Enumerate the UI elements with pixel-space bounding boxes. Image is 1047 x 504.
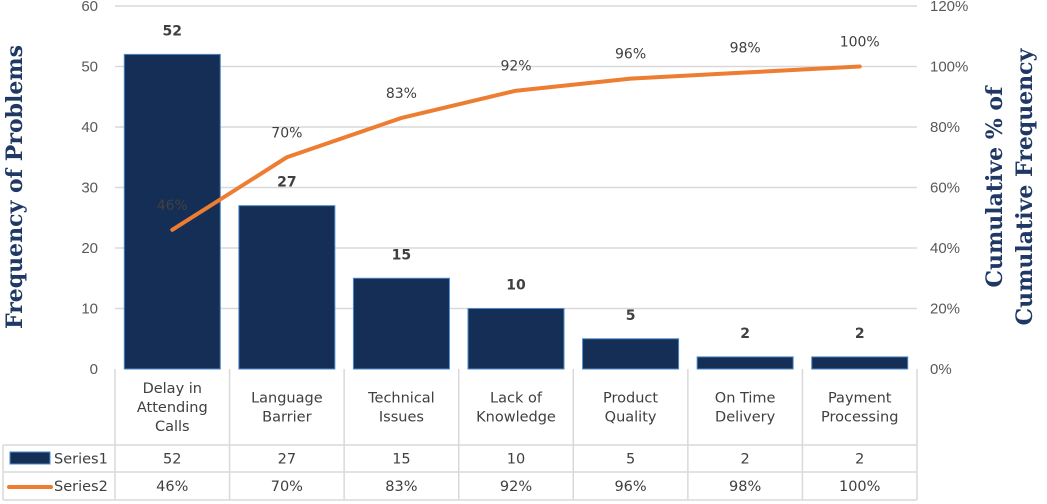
legend-label-series2: Series2 [54,479,108,495]
y-tick-label: 60 [81,0,98,15]
table-cell-series2: 96% [614,479,646,495]
table-cell-series1: 2 [855,452,864,468]
line-data-label: 70% [271,125,302,141]
category-label: Barrier [262,410,311,426]
line-data-label: 98% [730,41,761,57]
y2-tick-label: 100% [930,59,968,76]
axes: 0 0% 10 20% 20 40% 30 60% 40 80% 50 100% 60 120% [81,0,968,378]
table-cell-series1: 52 [163,452,181,468]
bar-data-label: 15 [392,247,411,263]
bar-data-label: 10 [506,278,526,294]
y2-tick-label: 40% [930,240,960,257]
category-label: Knowledge [476,410,556,426]
table-cell-series2: 92% [500,479,532,495]
bar [582,338,680,370]
table-cell-series2: 70% [271,479,303,495]
cumulative-line: 46% 70% 83% 92% 96% 98% 100% [157,35,880,232]
category-label: Technical [367,391,435,407]
y-tick-label: 0 [90,361,98,378]
bar [811,356,909,370]
bar [238,205,336,370]
bar [352,277,450,370]
data-table: Delay inAttendingCalls5246%LanguageBarri… [2,369,918,501]
category-label: Quality [605,410,657,426]
table-cell-series2: 83% [385,479,417,495]
y2-tick-label: 60% [930,180,960,197]
y-tick-label: 40 [81,119,98,136]
line-data-label: 92% [500,59,531,75]
line-data-label: 83% [386,86,417,102]
bar-data-label: 52 [163,23,182,39]
table-cell-series2: 100% [839,479,880,495]
table-cell-series1: 27 [278,452,296,468]
line-data-label: 100% [840,35,880,51]
table-cell-series2: 98% [729,479,761,495]
category-label: Lack of [490,391,543,407]
y-axis-title: Frequency of Problems [2,45,28,329]
category-label: Processing [821,410,898,426]
line-data-label: 96% [615,47,646,63]
table-cell-series2: 46% [156,479,188,495]
category-label: Attending [137,400,208,416]
series2-line [170,64,862,232]
category-label: Payment [828,391,892,407]
category-label: Issues [379,410,424,426]
category-label: Calls [155,419,190,435]
y2-axis-title-line2: Cumulative Frequency [1012,47,1038,325]
category-label: Product [603,391,658,407]
table-cell-series1: 2 [741,452,750,468]
legend-label-series1: Series1 [54,452,108,468]
table-cell-series1: 15 [392,452,410,468]
category-label: Language [251,391,323,407]
line-data-label: 46% [157,198,188,214]
y2-axis-title: Cumulative % of Cumulative Frequency [982,47,1038,325]
y2-tick-label: 20% [930,301,960,318]
legend-key-series1 [9,451,51,465]
category-label: Delay in [143,381,202,397]
y2-tick-label: 80% [930,119,960,136]
y2-tick-label: 0% [930,361,952,378]
y-tick-label: 10 [81,301,98,318]
category-label: Delivery [715,410,776,426]
bar-data-label: 5 [626,308,636,324]
table-cell-series1: 10 [507,452,525,468]
bar-data-label: 27 [277,175,296,191]
table-cell-series1: 5 [626,452,635,468]
gridlines [115,5,917,310]
y-tick-label: 50 [81,59,98,76]
bar [467,308,565,370]
category-label: On Time [715,391,776,407]
y-tick-label: 30 [81,180,98,197]
y2-axis-title-line1: Cumulative % of [982,85,1008,288]
y2-tick-label: 120% [930,0,968,15]
y-tick-label: 20 [81,240,98,257]
bar-data-label: 2 [740,326,750,342]
bar [696,356,794,370]
bar-data-label: 2 [855,326,865,342]
